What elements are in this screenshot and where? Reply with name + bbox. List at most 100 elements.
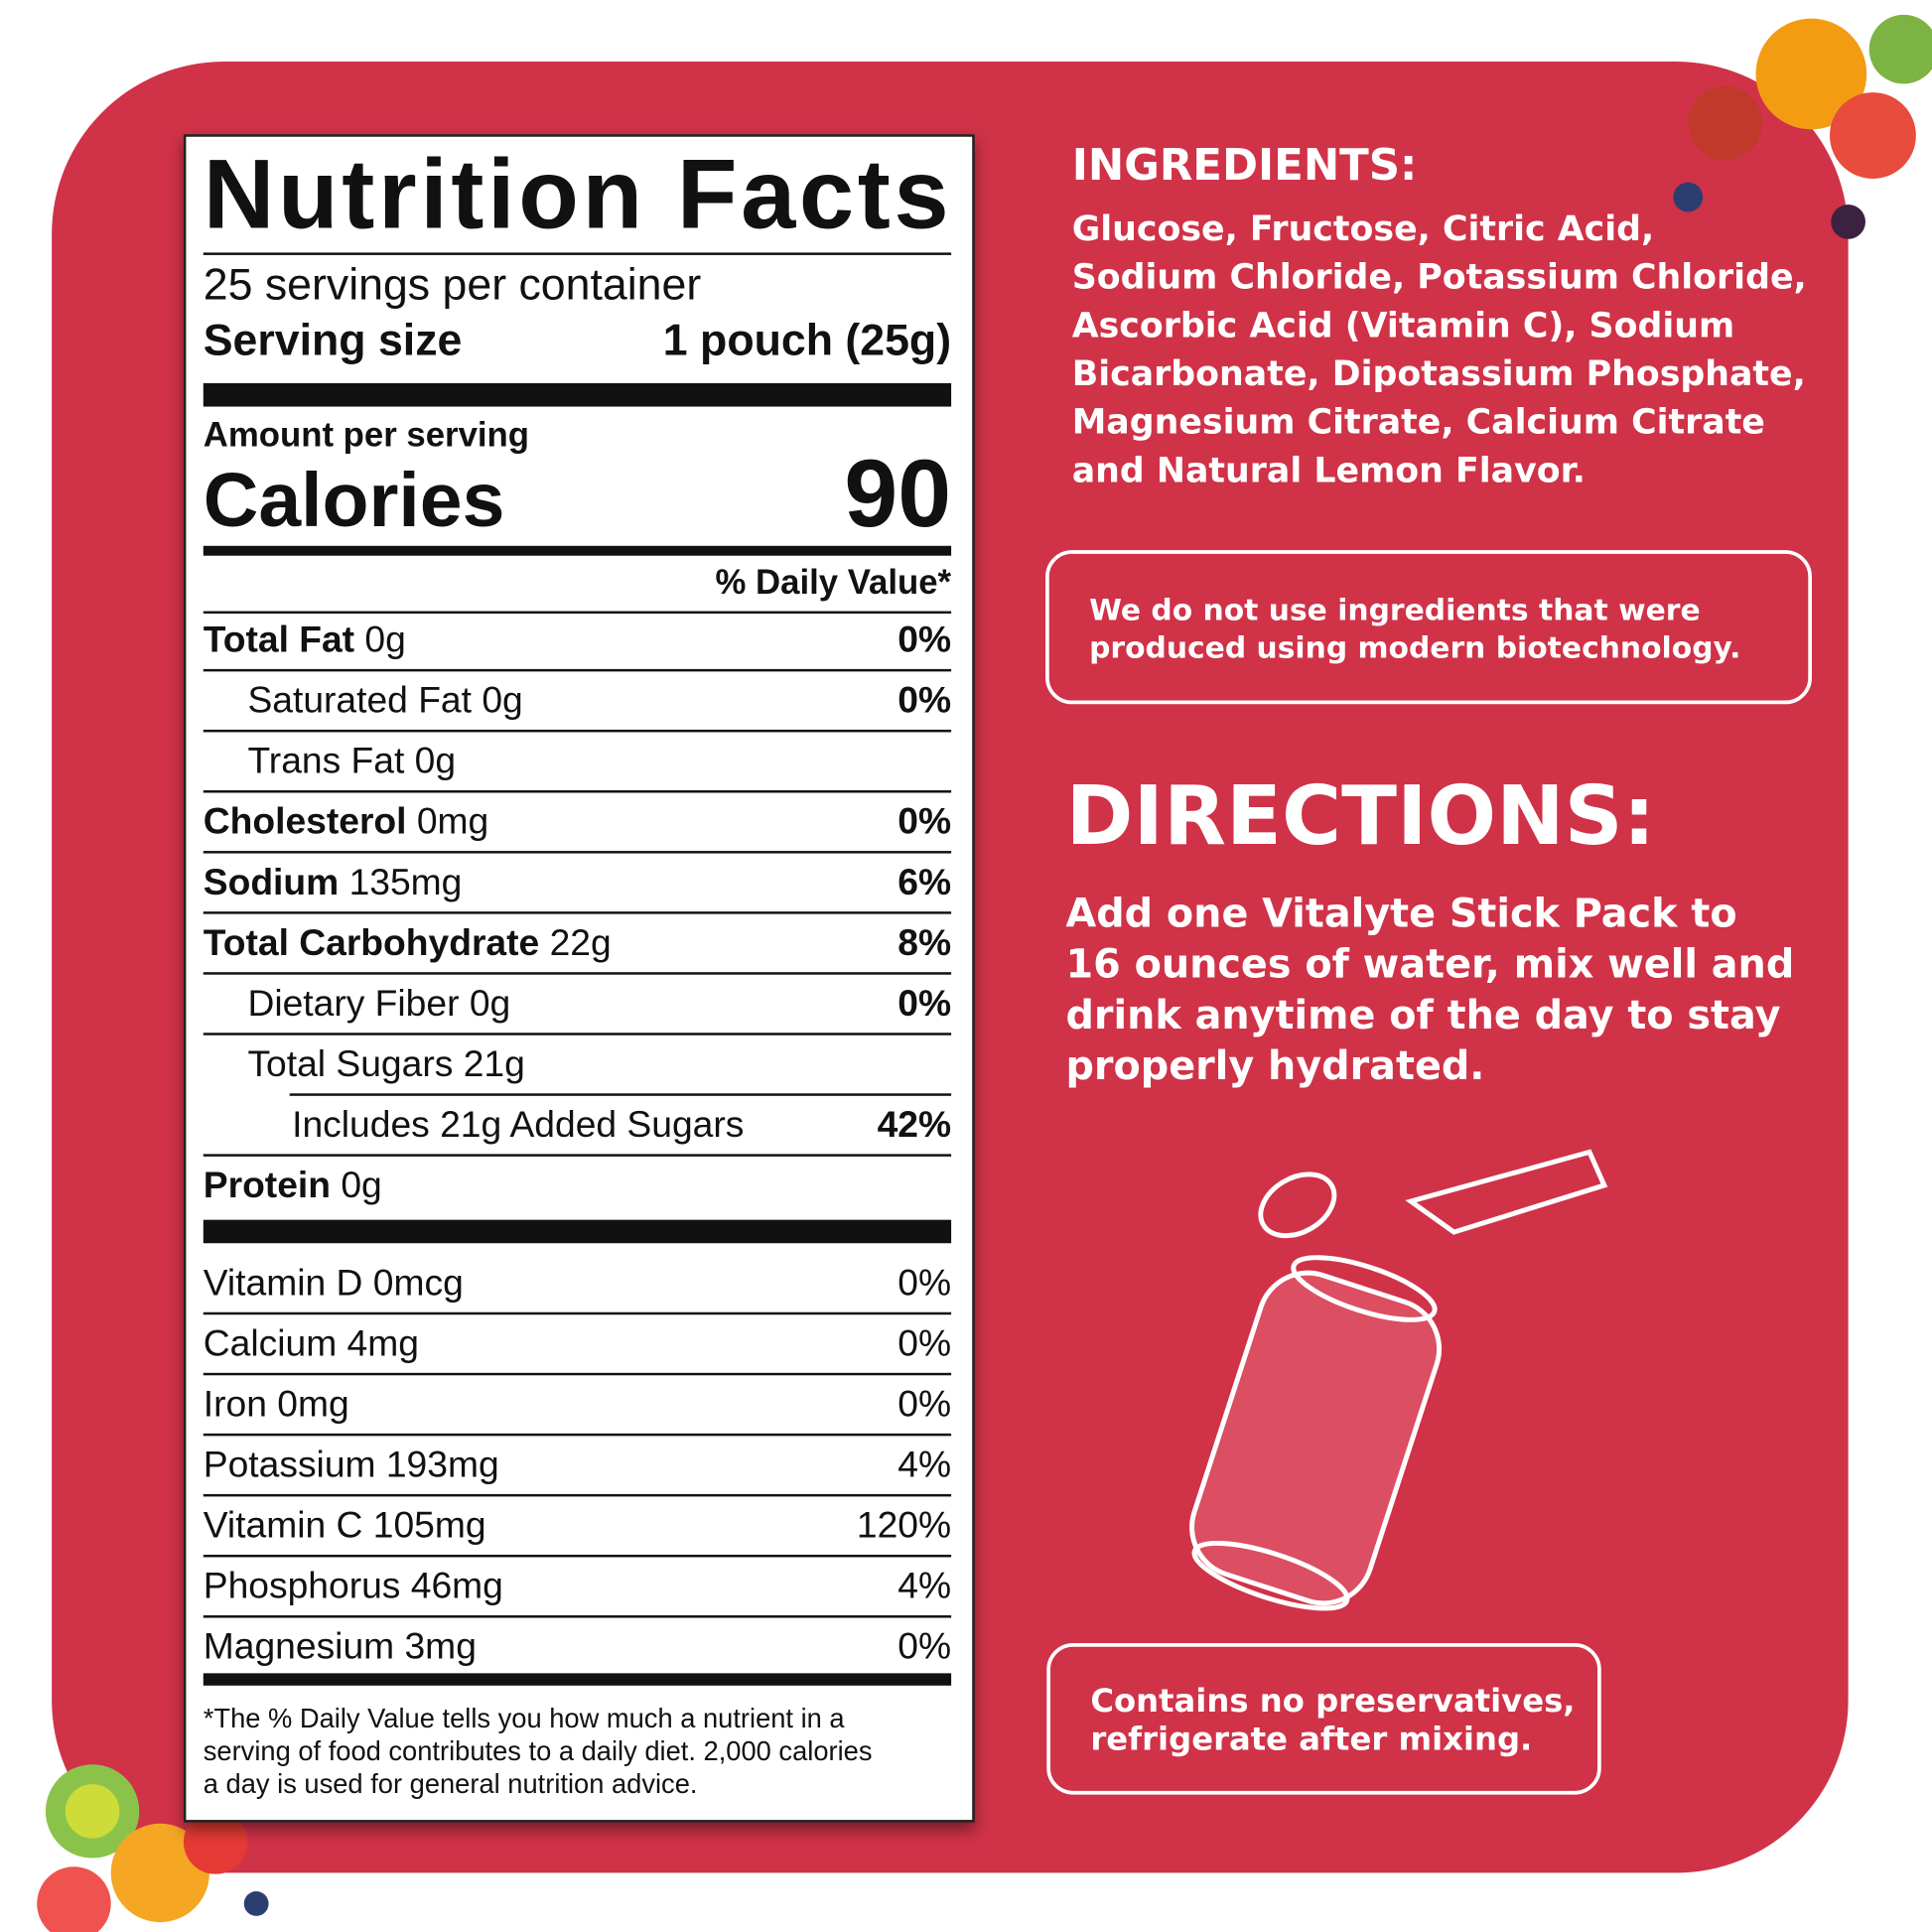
nutrient-dv: 42% <box>878 1103 951 1145</box>
rule <box>203 1372 952 1376</box>
calories-label: Calories <box>204 458 505 543</box>
nutrient-name: Includes 21g Added Sugars <box>292 1103 744 1145</box>
nutrient-name: Protein <box>204 1164 331 1205</box>
rule <box>203 1154 952 1157</box>
directions-line: 16 ounces of water, mix well and <box>1066 942 1795 988</box>
vitamin-name: Vitamin C 105mg <box>204 1504 486 1546</box>
rule <box>203 851 952 854</box>
nutrient-dv: 8% <box>897 921 951 963</box>
nutrient-amount: 0g <box>341 1164 381 1205</box>
nutrient-dv: 0% <box>897 619 951 660</box>
rule <box>203 729 952 733</box>
nutrient-amount: 21g <box>464 1042 525 1084</box>
rule <box>203 1493 952 1497</box>
footnote-line: serving of food contributes to a daily d… <box>204 1735 873 1766</box>
biotech-line: We do not use ingredients that were <box>1089 593 1701 627</box>
nutrient-name: Sodium <box>204 861 339 902</box>
directions-line: properly hydrated. <box>1066 1043 1485 1089</box>
calories: 90 <box>844 439 951 547</box>
ingredients-line: Magnesium Citrate, Calcium Citrate <box>1072 403 1765 443</box>
nutrient-name: Cholesterol <box>204 800 407 842</box>
directions-title: DIRECTIONS: <box>1066 769 1656 864</box>
nutrient-amount: 0mg <box>417 800 488 842</box>
ingredients-line: Bicarbonate, Dipotassium Phosphate, <box>1072 354 1806 394</box>
nutrient-dv: 0% <box>897 679 951 721</box>
nutrient-name: Total Sugars <box>247 1042 453 1084</box>
directions-line: drink anytime of the day to stay <box>1066 993 1781 1038</box>
servings: 25 servings per container <box>204 261 702 310</box>
nutrient-row: Sodium 135mg <box>204 861 463 902</box>
medium-rule <box>203 545 952 556</box>
directions-line: Add one Vitalyte Stick Pack to <box>1066 891 1737 936</box>
vitamin-name: Magnesium 3mg <box>204 1625 477 1667</box>
vitamin-dv: 0% <box>897 1382 951 1424</box>
rule <box>203 1554 952 1558</box>
nutrient-row: Total Sugars 21g <box>247 1042 524 1084</box>
rule <box>203 911 952 914</box>
nutrient-row: Trans Fat 0g <box>247 740 456 781</box>
ingredients-line: Glucose, Fructose, Citric Acid, <box>1072 209 1654 249</box>
nutrient-name: Trans Fat <box>247 740 405 781</box>
rule <box>203 1433 952 1437</box>
nutrient-dv: 0% <box>897 800 951 842</box>
vitamin-name: Potassium 193mg <box>204 1444 499 1485</box>
rule <box>203 972 952 975</box>
ingredients-line: and Natural Lemon Flavor. <box>1072 451 1586 490</box>
rule <box>203 1615 952 1618</box>
nutrient-name: Dietary Fiber <box>247 982 459 1024</box>
nutrient-row: Total Fat 0g <box>204 619 406 660</box>
nutrient-name: Total Fat <box>204 619 354 660</box>
nutrient-row: Includes 21g Added Sugars <box>292 1103 744 1145</box>
nutrient-row: Total Carbohydrate 22g <box>204 921 612 963</box>
nutrient-row: Dietary Fiber 0g <box>247 982 510 1024</box>
dv-header: % Daily Value* <box>716 564 952 602</box>
bottle-illustration <box>1189 1149 1608 1611</box>
nutrient-amount: 0g <box>470 982 510 1024</box>
rule <box>203 252 952 255</box>
nutrient-name: Saturated Fat <box>247 679 472 721</box>
amount-per-serving: Amount per serving <box>204 416 529 454</box>
nutrient-amount: 0g <box>482 679 522 721</box>
vitamin-dv: 0% <box>897 1321 951 1363</box>
storage-box <box>1046 1642 1601 1795</box>
ingredients-line: Sodium Chloride, Potassium Chloride, <box>1072 258 1807 298</box>
rule <box>203 668 952 672</box>
rule <box>203 1311 952 1315</box>
ingredients-line: Ascorbic Acid (Vitamin C), Sodium <box>1072 306 1734 345</box>
storage-line: Contains no preservatives, <box>1090 1682 1575 1720</box>
fruit-bottom <box>37 1764 269 1932</box>
biotech-box <box>1045 550 1812 705</box>
nutrient-row: Cholesterol 0mg <box>204 800 489 842</box>
vitamin-name: Iron 0mg <box>204 1382 349 1424</box>
vitamin-name: Phosphorus 46mg <box>204 1565 503 1606</box>
nutrient-amount: 0g <box>364 619 405 660</box>
rule <box>203 790 952 793</box>
footnote-line: a day is used for general nutrition advi… <box>204 1768 698 1799</box>
nutrition-title: Nutrition Facts <box>204 140 949 250</box>
nutrition-label <box>183 134 975 1823</box>
rule <box>203 611 952 615</box>
nutrient-amount: 22g <box>550 921 612 963</box>
serving-size-label: Serving size <box>204 316 463 364</box>
ingredients-title: INGREDIENTS: <box>1072 141 1418 191</box>
nutrient-dv: 6% <box>897 861 951 902</box>
thick-rule <box>203 1219 952 1244</box>
storage-line: refrigerate after mixing. <box>1090 1720 1532 1757</box>
vitamin-name: Vitamin D 0mcg <box>204 1261 464 1303</box>
vitamin-dv: 4% <box>897 1444 951 1485</box>
vitamin-dv: 120% <box>857 1504 951 1546</box>
nutrient-amount: 0g <box>415 740 456 781</box>
nutrient-amount: 135mg <box>349 861 463 902</box>
footnote-line: *The % Daily Value tells you how much a … <box>204 1703 846 1733</box>
vitamin-dv: 0% <box>897 1261 951 1303</box>
nutrient-dv: 0% <box>897 982 951 1024</box>
vitamin-dv: 0% <box>897 1625 951 1667</box>
nutrient-row: Protein 0g <box>204 1164 382 1205</box>
nutrition-content: Nutrition Facts 25 servings per containe… <box>203 140 952 1799</box>
vitamin-name: Calcium 4mg <box>204 1321 419 1363</box>
serving-size: 1 pouch (25g) <box>663 316 951 364</box>
medium-rule <box>203 1673 952 1686</box>
rule <box>203 1033 952 1035</box>
vitamin-dv: 4% <box>897 1565 951 1606</box>
